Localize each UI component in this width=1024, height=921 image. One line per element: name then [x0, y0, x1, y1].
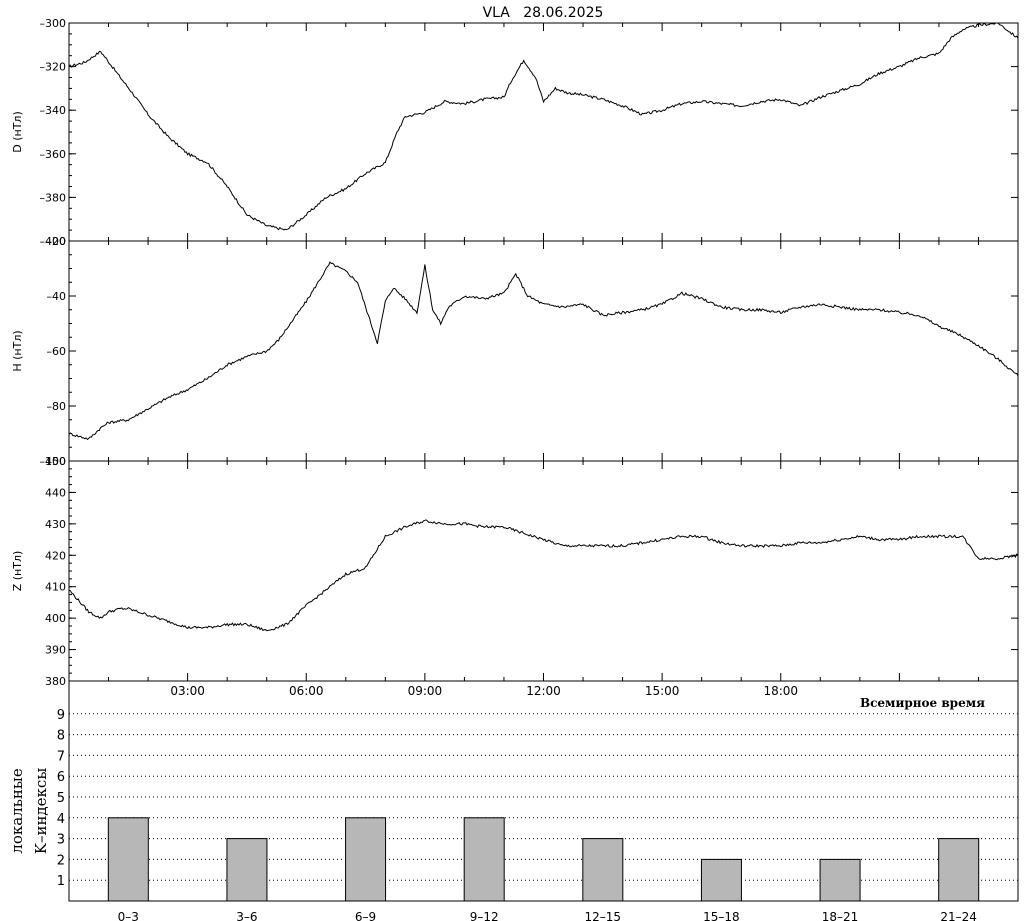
time-tick-label: 18:00: [763, 684, 798, 698]
time-tick-label: 09:00: [408, 684, 443, 698]
y-tick-label: –60: [47, 345, 67, 358]
y-tick-label: –100: [40, 455, 67, 468]
y-axis-label: D (нТл): [11, 111, 24, 153]
category-label: 12–15: [585, 910, 622, 921]
panel-h: –100 –80 –60 –40 –20 H (нТл): [11, 235, 1019, 468]
time-tick-label: 15:00: [645, 684, 680, 698]
y-tick-label: –20: [47, 235, 67, 248]
category-label: 3–6: [236, 910, 257, 921]
y-axis-label-line1: локальные: [8, 768, 26, 854]
y-tick-label: –40: [47, 290, 67, 303]
time-tick-label: 06:00: [289, 684, 324, 698]
k-index-bar: [345, 817, 387, 902]
k-index-bar: [107, 817, 149, 902]
y-tick-label: –400: [40, 235, 67, 248]
category-label: 15–18: [703, 910, 740, 921]
panel-frame: [68, 240, 1019, 462]
panel-frame: [68, 680, 1019, 902]
k-index-bar: [938, 838, 980, 902]
k-index-bar: [700, 858, 742, 902]
category-label: 18–21: [822, 910, 859, 921]
chart-title: VLA 28.06.2025: [483, 5, 604, 21]
k-index-bar: [582, 838, 624, 902]
category-label: 21–24: [940, 910, 977, 921]
y-tick-label: 410: [45, 581, 66, 594]
time-axis-label: Всемирное время: [860, 696, 985, 710]
panel-d: –400 –380 –360 –340 –320 –300 D (нТл): [11, 17, 1019, 248]
k-index-bar: [463, 817, 505, 902]
y-axis-label: Z (нТл): [11, 551, 24, 592]
series-line-z: [68, 519, 1019, 632]
y-tick-label: 3: [57, 833, 65, 848]
series-line-h: [68, 261, 1019, 441]
series-line-d: [68, 22, 1019, 231]
y-tick-label: 400: [45, 612, 66, 625]
category-label: 9–12: [470, 910, 499, 921]
y-tick-label: 380: [45, 675, 66, 688]
y-tick-label: 7: [57, 749, 65, 764]
time-tick-label: 03:00: [170, 684, 205, 698]
category-label: 6–9: [355, 910, 376, 921]
y-tick-label: 4: [57, 812, 65, 827]
k-index-bar: [226, 838, 268, 902]
y-tick-label: 6: [57, 770, 65, 785]
y-tick-label: –300: [40, 17, 67, 30]
k-index-bar: [819, 858, 861, 902]
y-tick-label: 440: [45, 486, 66, 499]
y-tick-label: –380: [40, 191, 67, 204]
y-tick-label: –320: [40, 61, 67, 74]
time-tick-label: 12:00: [526, 684, 561, 698]
panel-k-index: 1 2 3 4 5 6 7 8 9 0–3 3–6 6–9 9–12 12–15 15–18 18–21 21–…: [8, 680, 1019, 921]
y-tick-label: 5: [57, 791, 65, 806]
y-tick-label: 9: [57, 708, 65, 723]
y-tick-label: 420: [45, 549, 66, 562]
y-axis-label-line2: K–индексы: [32, 768, 50, 855]
y-axis-label: H (нТл): [11, 330, 24, 371]
y-tick-label: 1: [57, 874, 65, 889]
y-tick-label: 390: [45, 644, 66, 657]
time-axis: 03:00 06:00 09:00 12:00 15:00 18:00 Всемирное …: [170, 684, 985, 710]
panel-frame: [68, 460, 1019, 682]
y-tick-label: 8: [57, 729, 65, 744]
y-tick-label: –80: [47, 400, 67, 413]
y-tick-label: 2: [57, 853, 65, 868]
y-tick-label: 430: [45, 518, 66, 531]
panel-frame: [68, 22, 1019, 242]
y-tick-label: –340: [40, 104, 67, 117]
category-label: 0–3: [118, 910, 139, 921]
y-tick-label: 450: [45, 455, 66, 468]
y-tick-label: –360: [40, 148, 67, 161]
panel-z: 380 390 400 410 420 430 440 450 Z (нТл): [11, 455, 1019, 688]
